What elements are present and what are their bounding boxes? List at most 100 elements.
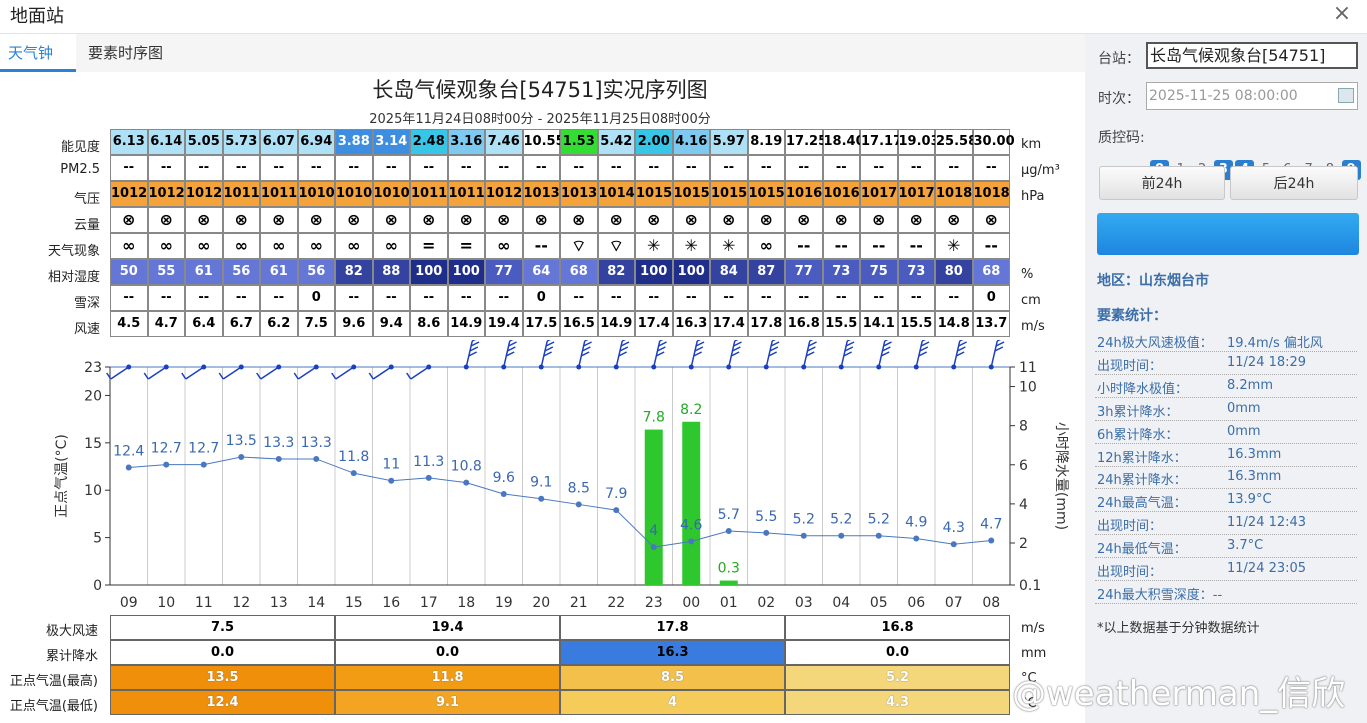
x-tick-label: 16 xyxy=(382,595,400,611)
y2-tick-label: 11 xyxy=(1019,360,1037,376)
grid-cell: -- xyxy=(897,155,935,181)
x-tick-label: 12 xyxy=(232,595,250,611)
grid-cell: ⊗ xyxy=(597,207,635,233)
grid-cell: 56 xyxy=(297,259,335,285)
temperature-point xyxy=(875,532,882,539)
y-tick-label: 0 xyxy=(93,578,102,594)
stat-value: 11/24 12:43 xyxy=(1227,515,1307,531)
y2-tick-label: 8 xyxy=(1019,419,1028,435)
x-tick-label: 01 xyxy=(720,595,738,611)
time-value: 2025-11-25 08:00:00 xyxy=(1149,88,1298,104)
row-label-cloud: 云量 xyxy=(73,218,100,233)
wind-barb-dot xyxy=(313,364,319,370)
wind-barb-flag xyxy=(809,336,819,342)
x-tick-label: 21 xyxy=(570,595,588,611)
summary-unit: m/s xyxy=(1021,621,1045,636)
wind-barb-flag xyxy=(920,341,930,347)
y-tick-label: 20 xyxy=(84,388,102,404)
summary-cell: 0.0 xyxy=(335,640,560,665)
x-tick-label: 19 xyxy=(495,595,513,611)
grid-cell: 1012 xyxy=(185,181,223,207)
y2-tick-label: 6 xyxy=(1019,458,1028,474)
stat-key: 6h累计降水： xyxy=(1097,427,1179,443)
grid-cell: -- xyxy=(747,155,785,181)
y-tick-label: 15 xyxy=(84,436,102,452)
grid-cell: -- xyxy=(785,233,823,259)
wind-barb-flag xyxy=(769,346,779,352)
summary-cell: 9.1 xyxy=(335,690,560,715)
grid-cell: ∞ xyxy=(185,233,223,259)
wind-barb-flag xyxy=(657,346,666,352)
grid-cell: 75 xyxy=(860,259,898,285)
grid-cell: 8.6 xyxy=(410,311,448,337)
temperature-point xyxy=(538,495,545,502)
grid-cell: 1013 xyxy=(560,181,598,207)
grid-cell: ∞ xyxy=(372,233,410,259)
grid-cell: 1018 xyxy=(935,181,973,207)
temperature-point xyxy=(725,527,732,534)
station-input[interactable]: 长岛气候观象台[54751] xyxy=(1146,42,1358,69)
grid-cell: -- xyxy=(860,285,898,311)
stat-key: 12h累计降水： xyxy=(1097,450,1187,466)
y-axis-title: 正点气温(°C) xyxy=(54,434,70,518)
stat-divider xyxy=(1095,396,1357,398)
stat-value: 13.9°C xyxy=(1227,492,1272,508)
summary-row-label: 正点气温(最高) xyxy=(9,674,98,689)
summary-cell: 11.8 xyxy=(335,665,560,690)
qc-label: 质控码: xyxy=(1098,130,1145,146)
wind-barb-flag xyxy=(468,351,477,357)
grid-cell: 61 xyxy=(185,259,223,285)
prev-24h-button[interactable]: 前24h xyxy=(1099,166,1225,200)
wind-barb-flag xyxy=(805,351,815,357)
summary-unit: °C xyxy=(1021,671,1037,686)
query-button[interactable] xyxy=(1097,213,1359,255)
grid-cell: 7.46 xyxy=(485,129,523,155)
temperature-label: 10.8 xyxy=(451,459,482,475)
station-label: 台站： xyxy=(1098,51,1140,67)
grid-cell: -- xyxy=(822,285,860,311)
close-icon[interactable]: × xyxy=(1332,1,1352,26)
grid-cell: -- xyxy=(222,155,260,181)
grid-cell: 82 xyxy=(335,259,373,285)
grid-cell: 82 xyxy=(597,259,635,285)
summary-cell: 16.8 xyxy=(785,615,1010,640)
time-input[interactable]: 2025-11-25 08:00:00 xyxy=(1146,82,1358,110)
wind-barb-flag xyxy=(143,372,149,380)
grid-cell: ✳ xyxy=(710,233,748,259)
next-24h-button[interactable]: 后24h xyxy=(1230,166,1358,200)
x-tick-label: 20 xyxy=(532,595,550,611)
wind-barb xyxy=(372,366,392,380)
wind-barb-flag xyxy=(771,336,781,342)
grid-cell: 13.7 xyxy=(972,311,1010,337)
wind-barb-flag xyxy=(996,336,1006,342)
grid-cell: -- xyxy=(897,233,935,259)
grid-cell: -- xyxy=(485,155,523,181)
temperature-label: 12.4 xyxy=(113,443,144,459)
grid-cell: = xyxy=(410,233,448,259)
temperature-label: 12.7 xyxy=(188,441,219,457)
tab-weather-clock[interactable]: 天气钟 xyxy=(0,34,76,72)
wind-barb-flag xyxy=(621,336,631,342)
temperature-point xyxy=(988,537,995,544)
tab-element-series[interactable]: 要素时序图 xyxy=(88,44,164,62)
wind-barb-flag xyxy=(507,346,516,352)
grid-cell: 1.53 xyxy=(560,129,598,155)
unit-pm25: μg/m³ xyxy=(1021,163,1060,178)
grid-cell: ⊗ xyxy=(935,207,973,233)
temperature-point xyxy=(950,541,957,548)
temperature-point xyxy=(125,464,132,471)
wind-barb-dot xyxy=(426,364,432,370)
grid-cell: 14.9 xyxy=(597,311,635,337)
grid-cell: 6.4 xyxy=(185,311,223,337)
region-text: 地区：山东烟台市 xyxy=(1097,273,1209,289)
row-label-wind: 风速 xyxy=(73,322,100,337)
temperature-line xyxy=(128,456,992,548)
calendar-icon[interactable] xyxy=(1338,88,1354,103)
temperature-point xyxy=(238,454,245,461)
row-label-humidity: 相对湿度 xyxy=(47,270,100,285)
grid-cell: ⊗ xyxy=(897,207,935,233)
x-tick-label: 22 xyxy=(607,595,625,611)
grid-cell: -- xyxy=(972,155,1010,181)
wind-barb-dot xyxy=(463,364,469,370)
stat-value: 3.7°C xyxy=(1227,538,1264,554)
